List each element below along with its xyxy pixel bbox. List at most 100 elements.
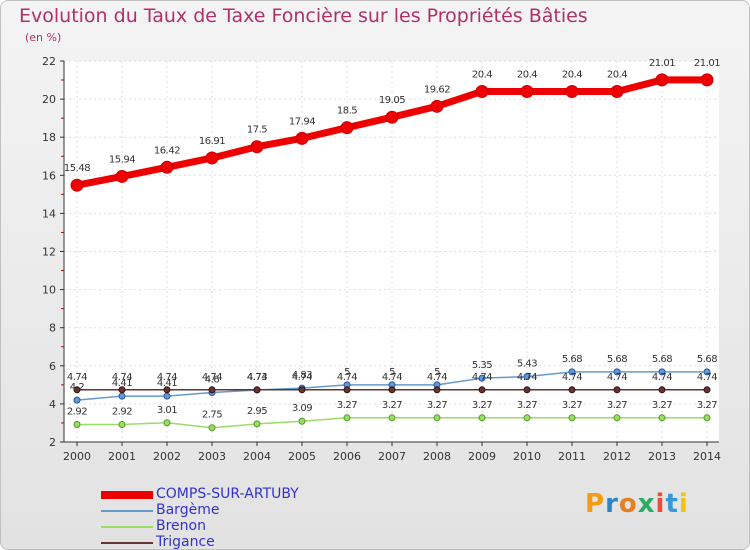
data-point [253,420,261,428]
logo-letter: r [605,489,619,519]
data-label: 5.35 [472,360,492,371]
data-point [568,386,576,394]
data-label: 5 [434,367,440,378]
data-label: 4.74 [697,372,717,383]
proxiti-logo: Proxiti [585,489,689,519]
legend-swatch [101,491,153,499]
data-label: 4.6 [205,374,220,385]
data-point [385,110,399,124]
data-point [703,368,711,376]
logo-letter: t [665,489,679,519]
data-point [343,386,351,394]
x-tick-label: 2000 [63,450,91,463]
data-label: 20.4 [562,69,582,80]
data-point [163,419,171,427]
data-point [523,373,531,381]
x-tick-label: 2003 [198,450,226,463]
logo-letter: x [637,489,656,519]
data-point [118,420,126,428]
data-label: 4.74 [202,372,222,383]
legend-label: Bargème [156,502,220,518]
x-tick-label: 2002 [153,450,181,463]
y-tick-label: 20 [42,93,56,106]
data-label: 2.95 [247,406,267,417]
data-label: 3.27 [337,400,357,411]
data-point [658,368,666,376]
data-label: 4.74 [517,372,537,383]
y-tick-label: 10 [42,284,56,297]
data-point [208,386,216,394]
data-label: 20.4 [472,69,492,80]
data-label: 4.74 [292,372,312,383]
data-label: 3.27 [472,400,492,411]
data-label: 15.94 [109,154,135,165]
data-point [523,386,531,394]
data-label: 3.09 [292,403,312,414]
data-point [565,84,579,98]
data-point [118,386,126,394]
data-point [433,386,441,394]
data-point [568,414,576,422]
data-label: 3.27 [607,400,627,411]
data-label: 3.27 [382,400,402,411]
x-tick-label: 2007 [378,450,406,463]
data-label: 17.5 [247,125,267,136]
x-tick-label: 2010 [513,450,541,463]
x-tick-label: 2013 [648,450,676,463]
data-label: 3.27 [517,400,537,411]
logo-letter: P [585,489,606,519]
data-label: 3.27 [652,400,672,411]
data-point [700,73,714,87]
logo-letter: i [678,489,689,519]
x-tick-label: 2004 [243,450,271,463]
x-tick-label: 2001 [108,450,136,463]
data-label: 20.4 [517,69,537,80]
data-label: 5.68 [652,354,672,365]
data-label: 3.27 [697,400,717,411]
data-label: 5 [344,367,350,378]
data-label: 2.92 [112,406,132,417]
data-label: 4.74 [67,372,87,383]
data-label: 4.41 [112,378,132,389]
data-label: 2.92 [67,406,87,417]
data-label: 2.75 [202,410,222,421]
data-label: 4.2 [70,382,85,393]
data-point [205,151,219,165]
legend-item: Trigance [101,534,401,549]
y-tick-label: 6 [49,360,56,373]
data-point [163,392,171,400]
y-tick-label: 8 [49,322,56,335]
legend-swatch [101,542,153,544]
data-label: 20.4 [607,69,627,80]
data-point [163,386,171,394]
y-tick-label: 14 [42,207,56,220]
data-point [520,84,534,98]
data-label: 4.74 [427,372,447,383]
chart-title: Evolution du Taux de Taxe Foncière sur l… [19,5,588,27]
y-tick-label: 18 [42,131,56,144]
data-point [208,424,216,432]
data-label: 5.43 [517,359,537,370]
data-label: 3.01 [157,405,177,416]
data-point [115,169,129,183]
data-label: 5 [389,367,395,378]
data-label: 4.74 [157,372,177,383]
data-label: 4.74 [652,372,672,383]
data-point [703,414,711,422]
data-point [658,386,666,394]
data-point [70,178,84,192]
data-point [478,386,486,394]
data-label: 4.74 [247,372,267,383]
data-point [250,140,264,154]
data-label: 21.01 [694,58,720,69]
data-point [73,420,81,428]
y-axis-unit-label: (en %) [25,31,62,44]
data-point [613,414,621,422]
legend-item: Brenon [101,518,401,535]
data-label: 19.05 [379,95,405,106]
data-label: 16.42 [154,145,180,156]
data-label: 5.68 [562,354,582,365]
data-point [430,99,444,113]
x-tick-label: 2011 [558,450,586,463]
